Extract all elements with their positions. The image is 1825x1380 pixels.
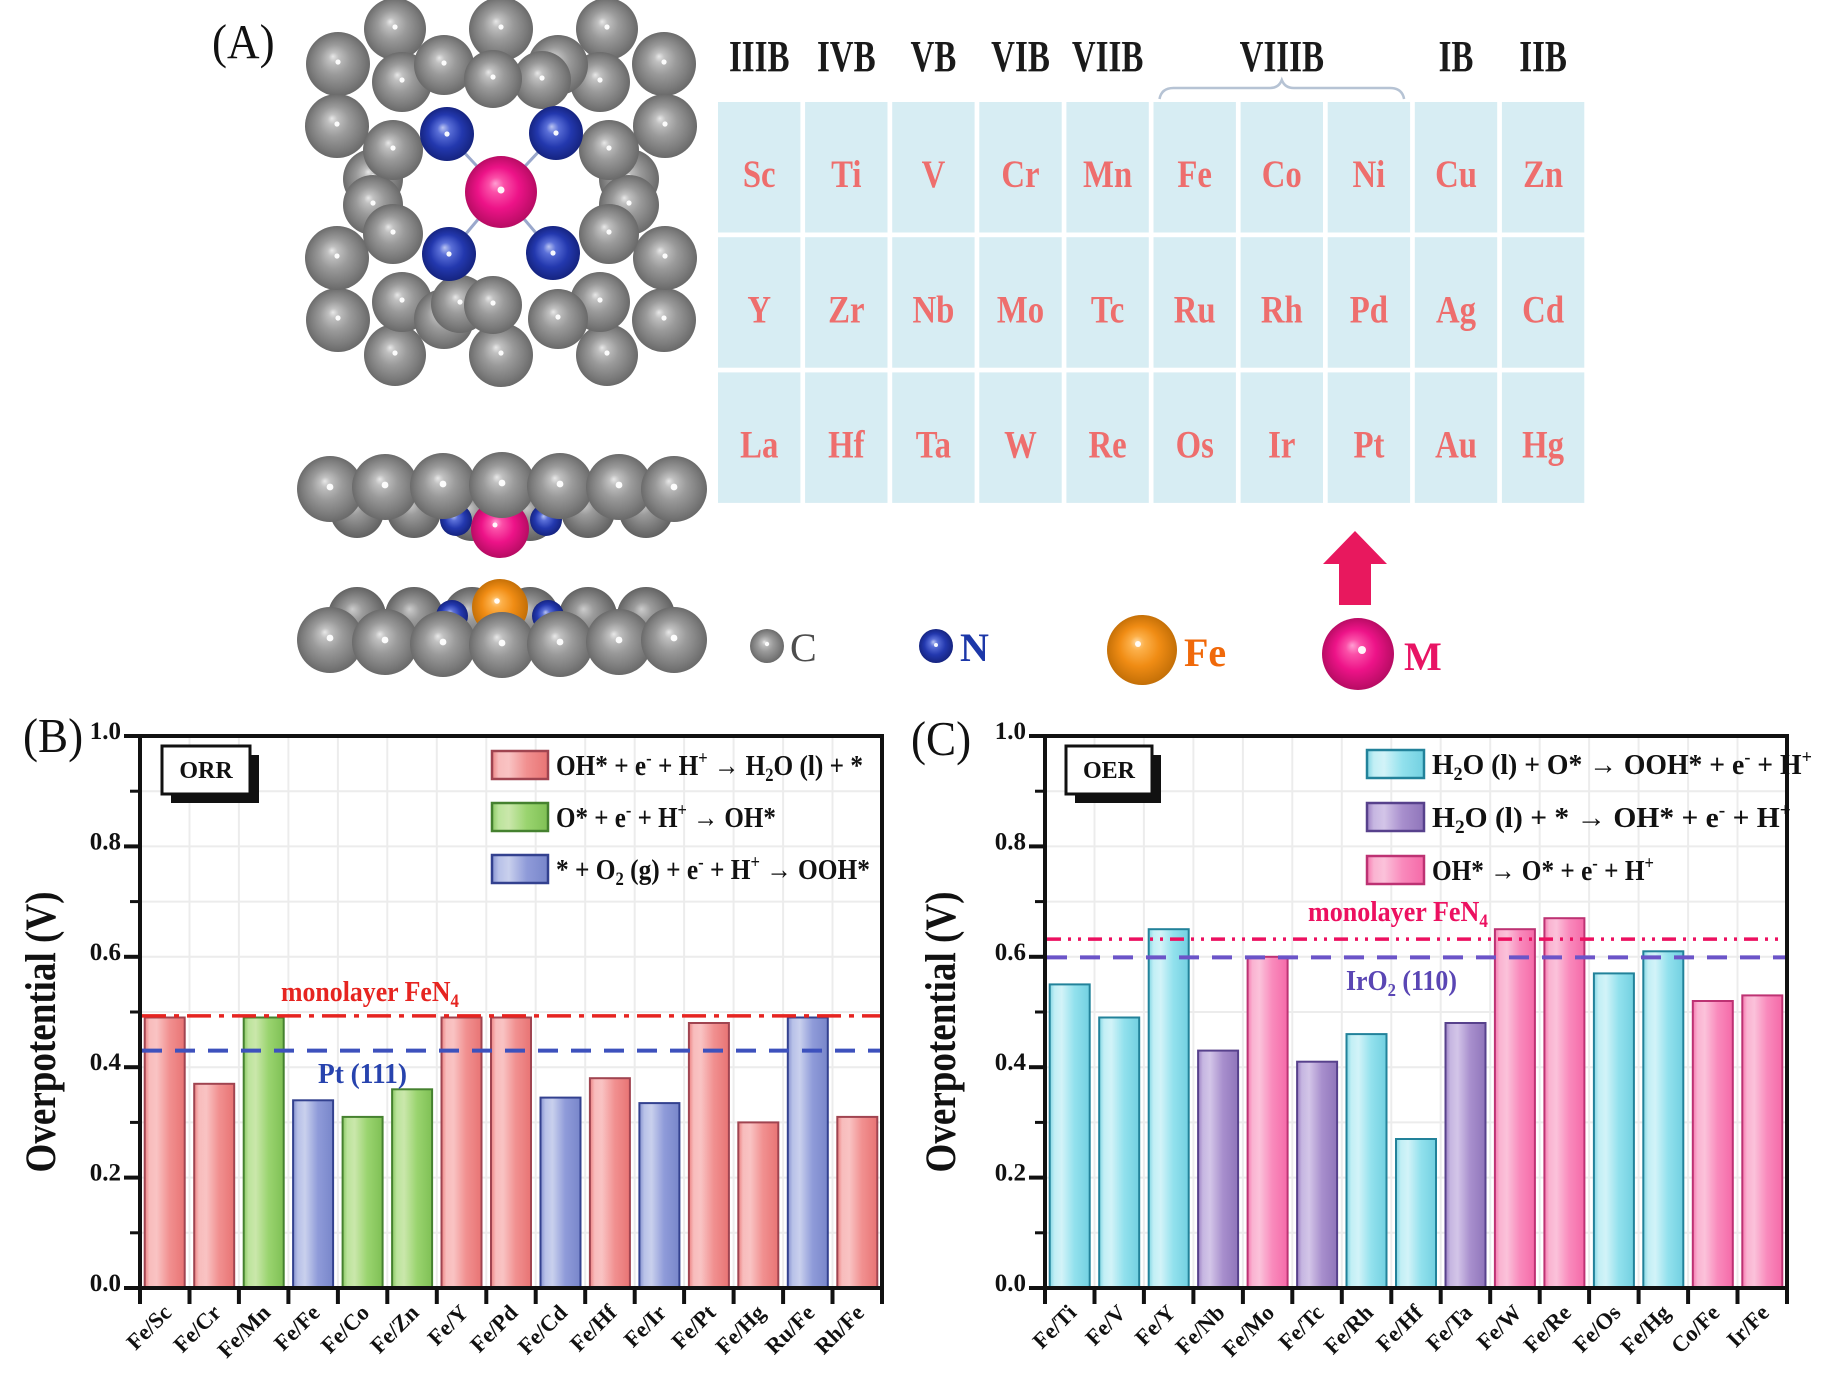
svg-text:Pd: Pd bbox=[1350, 288, 1388, 331]
svg-text:0.2: 0.2 bbox=[90, 1160, 121, 1187]
svg-text:1.0: 1.0 bbox=[995, 718, 1026, 745]
svg-text:0.8: 0.8 bbox=[995, 828, 1026, 855]
svg-text:Y: Y bbox=[747, 288, 771, 331]
svg-text:0.8: 0.8 bbox=[90, 828, 121, 855]
svg-text:Rh/Fe: Rh/Fe bbox=[810, 1300, 869, 1359]
svg-text:Fe/W: Fe/W bbox=[1472, 1300, 1527, 1355]
svg-text:Fe: Fe bbox=[1184, 630, 1226, 675]
svg-text:IrO2 (110): IrO2 (110) bbox=[1346, 965, 1457, 1000]
svg-text:C: C bbox=[790, 625, 817, 670]
svg-text:Ir: Ir bbox=[1268, 423, 1295, 466]
svg-text:La: La bbox=[740, 423, 778, 466]
svg-text:O* + e- + H+ → OH*: O* + e- + H+ → OH* bbox=[556, 799, 776, 834]
svg-text:IB: IB bbox=[1439, 33, 1474, 82]
svg-text:Fe/Mo: Fe/Mo bbox=[1217, 1300, 1279, 1362]
svg-text:Fe/Ir: Fe/Ir bbox=[619, 1300, 671, 1352]
svg-text:Fe/V: Fe/V bbox=[1080, 1300, 1130, 1350]
svg-text:OH* + e- + H+ → H2O (l) + *: OH* + e- + H+ → H2O (l) + * bbox=[556, 747, 863, 785]
svg-text:Ni: Ni bbox=[1353, 153, 1386, 196]
svg-text:VB: VB bbox=[910, 33, 956, 82]
svg-text:(A): (A) bbox=[212, 15, 275, 69]
svg-text:Hf: Hf bbox=[828, 423, 865, 466]
svg-text:monolayer FeN4: monolayer FeN4 bbox=[1308, 895, 1488, 931]
svg-text:Ta: Ta bbox=[916, 423, 951, 466]
svg-text:1.0: 1.0 bbox=[90, 718, 121, 745]
svg-text:IIIB: IIIB bbox=[729, 33, 790, 82]
svg-text:Fe/Pd: Fe/Pd bbox=[465, 1300, 523, 1358]
svg-text:M: M bbox=[1404, 634, 1442, 679]
svg-text:Co: Co bbox=[1262, 153, 1302, 196]
svg-text:Pt: Pt bbox=[1353, 423, 1384, 466]
svg-text:H2O (l) + * → OH* + e- + H+: H2O (l) + * → OH* + e- + H+ bbox=[1432, 800, 1791, 838]
svg-text:0.6: 0.6 bbox=[995, 939, 1026, 966]
svg-text:Fe/Sc: Fe/Sc bbox=[121, 1300, 176, 1355]
svg-text:Zr: Zr bbox=[828, 288, 864, 331]
svg-text:0.0: 0.0 bbox=[90, 1270, 121, 1297]
svg-text:0.2: 0.2 bbox=[995, 1160, 1026, 1187]
svg-text:Fe/Mn: Fe/Mn bbox=[212, 1300, 275, 1363]
svg-text:Fe/Zn: Fe/Zn bbox=[365, 1300, 424, 1359]
svg-text:Fe/Cd: Fe/Cd bbox=[513, 1300, 573, 1360]
svg-text:0.6: 0.6 bbox=[90, 939, 121, 966]
svg-text:0.4: 0.4 bbox=[90, 1049, 122, 1076]
svg-text:Zn: Zn bbox=[1523, 153, 1563, 196]
svg-text:Fe/Fe: Fe/Fe bbox=[269, 1300, 325, 1356]
svg-text:Overpotential (V): Overpotential (V) bbox=[916, 892, 964, 1173]
svg-text:Ti: Ti bbox=[831, 153, 861, 196]
svg-text:IVB: IVB bbox=[817, 33, 876, 82]
svg-text:Fe/Hf: Fe/Hf bbox=[1371, 1300, 1428, 1357]
svg-text:0.4: 0.4 bbox=[995, 1049, 1027, 1076]
svg-text:OH* → O* + e- + H+: OH* → O* + e- + H+ bbox=[1432, 852, 1654, 886]
svg-text:Hg: Hg bbox=[1522, 423, 1564, 466]
svg-text:Fe/Nb: Fe/Nb bbox=[1170, 1300, 1229, 1359]
svg-text:* + O2 (g) + e- + H+ → OOH*: * + O2 (g) + e- + H+ → OOH* bbox=[556, 851, 870, 889]
svg-text:Fe/Pt: Fe/Pt bbox=[667, 1299, 721, 1353]
svg-text:IIB: IIB bbox=[1519, 33, 1567, 82]
svg-text:Fe/Ti: Fe/Ti bbox=[1028, 1300, 1082, 1354]
svg-text:Fe/Hg: Fe/Hg bbox=[711, 1299, 771, 1359]
svg-text:Fe/Os: Fe/Os bbox=[1568, 1300, 1626, 1358]
svg-text:Tc: Tc bbox=[1091, 288, 1124, 331]
svg-text:Re: Re bbox=[1089, 423, 1127, 466]
svg-text:Fe/Y: Fe/Y bbox=[423, 1300, 473, 1350]
svg-text:Os: Os bbox=[1176, 423, 1214, 466]
svg-text:Fe/Hg: Fe/Hg bbox=[1616, 1299, 1676, 1359]
svg-text:Fe/Hf: Fe/Hf bbox=[565, 1300, 622, 1357]
svg-text:Fe/Rh: Fe/Rh bbox=[1319, 1300, 1379, 1360]
svg-text:V: V bbox=[922, 153, 946, 196]
svg-text:(C): (C) bbox=[911, 712, 971, 766]
svg-text:VIB: VIB bbox=[991, 33, 1050, 82]
svg-text:Au: Au bbox=[1435, 423, 1477, 466]
svg-text:Co/Fe: Co/Fe bbox=[1666, 1300, 1724, 1358]
svg-text:Ru/Fe: Ru/Fe bbox=[760, 1300, 819, 1359]
svg-text:Mn: Mn bbox=[1083, 153, 1132, 196]
svg-text:W: W bbox=[1004, 423, 1037, 466]
svg-text:Rh: Rh bbox=[1261, 288, 1303, 331]
svg-text:Ir/Fe: Ir/Fe bbox=[1722, 1300, 1774, 1352]
svg-text:Fe/Co: Fe/Co bbox=[316, 1300, 374, 1358]
svg-text:0.0: 0.0 bbox=[995, 1270, 1026, 1297]
svg-text:Nb: Nb bbox=[912, 288, 954, 331]
svg-text:Mo: Mo bbox=[997, 288, 1044, 331]
svg-text:VIIB: VIIB bbox=[1072, 33, 1144, 82]
svg-text:OER: OER bbox=[1083, 758, 1136, 784]
svg-text:monolayer FeN4: monolayer FeN4 bbox=[281, 976, 459, 1012]
svg-text:Cu: Cu bbox=[1435, 153, 1477, 196]
svg-text:Sc: Sc bbox=[743, 153, 776, 196]
svg-text:Cr: Cr bbox=[1001, 153, 1039, 196]
svg-text:VIIIB: VIIIB bbox=[1240, 33, 1324, 82]
svg-text:Overpotential (V): Overpotential (V) bbox=[16, 892, 64, 1173]
svg-text:Fe/Tc: Fe/Tc bbox=[1274, 1300, 1329, 1355]
svg-text:Fe/Ta: Fe/Ta bbox=[1421, 1300, 1477, 1356]
svg-text:Fe/Re: Fe/Re bbox=[1519, 1300, 1576, 1357]
svg-text:N: N bbox=[960, 625, 989, 670]
svg-text:ORR: ORR bbox=[179, 758, 233, 784]
svg-text:Pt (111): Pt (111) bbox=[318, 1058, 407, 1089]
svg-text:(B): (B) bbox=[23, 709, 83, 763]
svg-text:Ru: Ru bbox=[1174, 288, 1216, 331]
svg-text:Fe: Fe bbox=[1177, 153, 1212, 196]
svg-text:Ag: Ag bbox=[1436, 288, 1476, 331]
svg-text:H2O (l) + O* → OOH* + e- + H+: H2O (l) + O* → OOH* + e- + H+ bbox=[1432, 747, 1812, 785]
svg-text:Cd: Cd bbox=[1522, 288, 1564, 331]
